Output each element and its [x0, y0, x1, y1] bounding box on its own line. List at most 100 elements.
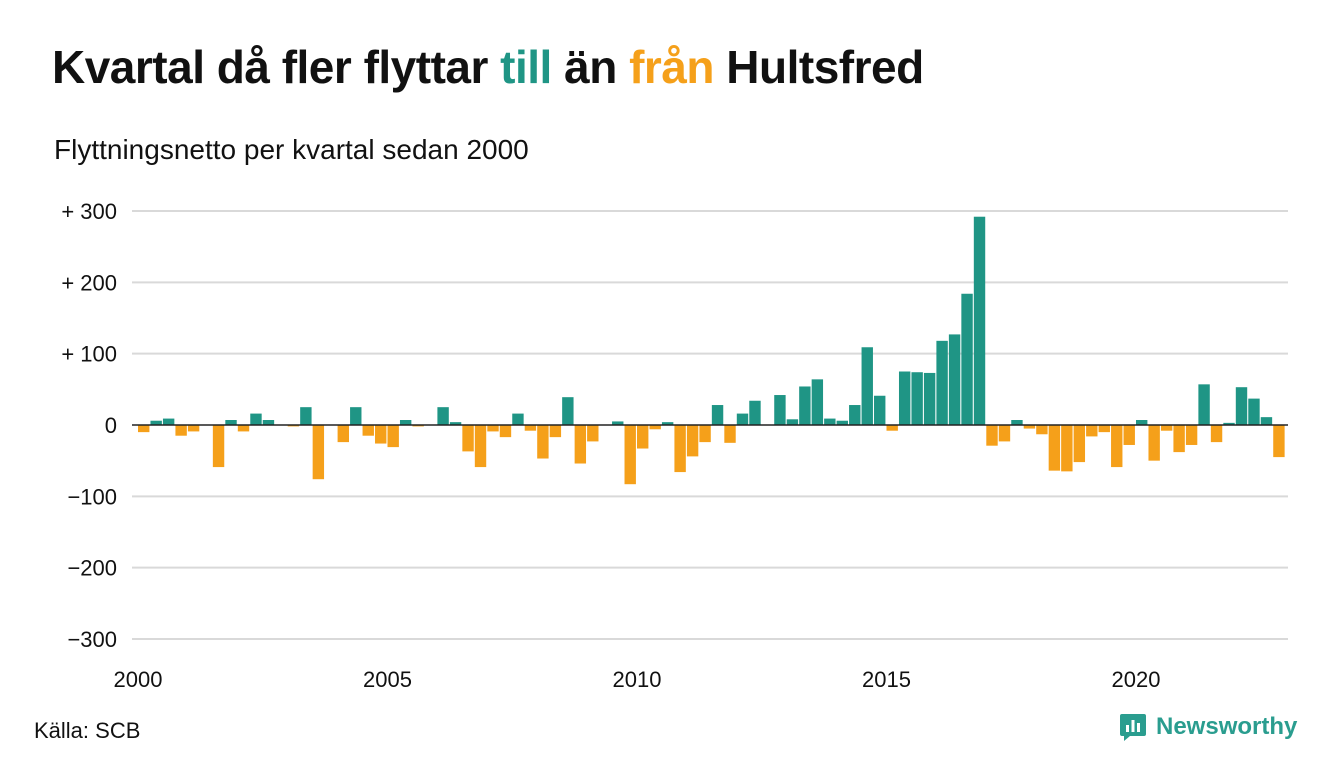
x-tick-label: 2005 — [363, 667, 412, 692]
x-tick-label: 2000 — [114, 667, 163, 692]
bar — [898, 371, 911, 425]
bar — [1023, 425, 1036, 429]
bar — [537, 425, 549, 459]
bar — [150, 420, 162, 425]
bar — [1086, 425, 1098, 437]
y-tick-label: −100 — [67, 484, 117, 509]
bar — [399, 420, 412, 425]
bar — [237, 425, 250, 432]
title-part2: än — [551, 41, 630, 93]
bar — [649, 425, 661, 430]
bar — [1123, 425, 1135, 445]
bar — [212, 425, 225, 468]
bar — [587, 425, 599, 442]
bar — [686, 425, 699, 457]
bar — [1210, 425, 1223, 443]
y-tick-label: + 300 — [61, 199, 117, 224]
y-tick-label: −200 — [67, 556, 117, 581]
bar — [1260, 417, 1273, 425]
bar — [624, 425, 636, 485]
title-part1: Kvartal då fler flyttar — [52, 41, 501, 93]
bar — [948, 334, 961, 425]
bar — [512, 413, 524, 425]
bar — [936, 340, 948, 425]
bar — [612, 421, 624, 425]
bar — [661, 422, 674, 425]
bar — [724, 425, 736, 443]
bar — [1136, 420, 1148, 425]
x-tick-label: 2010 — [613, 667, 662, 692]
bar — [1185, 425, 1198, 445]
y-tick-label: −300 — [67, 627, 117, 652]
bar — [711, 405, 724, 425]
bar — [911, 372, 923, 425]
bar — [674, 425, 686, 473]
x-tick-label: 2015 — [862, 667, 911, 692]
title-part3: Hultsfred — [714, 41, 924, 93]
source-note: Källa: SCB — [34, 718, 141, 743]
y-tick-label: 0 — [105, 413, 117, 438]
newsworthy-logo: Newsworthy — [1118, 712, 1297, 742]
bar — [973, 216, 986, 425]
bar — [986, 425, 998, 446]
bar — [1061, 425, 1073, 472]
title-till: till — [500, 41, 552, 93]
bar — [774, 395, 786, 425]
bars — [138, 216, 1285, 485]
bar — [574, 425, 587, 464]
bar — [1148, 425, 1160, 461]
bar — [824, 418, 836, 425]
bar — [961, 293, 973, 425]
bar — [524, 425, 537, 431]
bar — [1036, 425, 1048, 435]
bar — [1073, 425, 1086, 463]
bar — [1173, 425, 1185, 453]
bar — [262, 420, 275, 425]
bar — [637, 425, 649, 449]
bar — [1235, 387, 1248, 425]
brand-name: Newsworthy — [1156, 713, 1298, 740]
bar — [1048, 425, 1061, 471]
bar — [387, 425, 399, 448]
bar — [337, 425, 349, 443]
bar — [1248, 398, 1260, 425]
bar — [250, 413, 262, 425]
bar — [1223, 422, 1235, 425]
bar — [799, 386, 811, 425]
bar — [836, 420, 848, 425]
bar — [1160, 425, 1173, 431]
bar — [1111, 425, 1123, 468]
bar — [998, 425, 1011, 442]
bar — [849, 405, 861, 425]
bar — [462, 425, 474, 452]
bar — [449, 422, 462, 425]
title-fran: från — [629, 41, 714, 93]
bar — [474, 425, 487, 468]
bar — [749, 400, 761, 425]
bar — [886, 425, 898, 431]
x-tick-label: 2020 — [1112, 667, 1161, 692]
bar — [562, 397, 574, 425]
bar — [362, 425, 374, 436]
bar — [874, 395, 886, 425]
bar — [1098, 425, 1110, 433]
bar — [138, 425, 150, 433]
bar — [1273, 425, 1285, 458]
bar — [499, 425, 512, 438]
bar — [861, 347, 873, 425]
y-tick-label: + 100 — [61, 342, 117, 367]
x-axis: 2000 2005 2010 2015 2020 — [114, 667, 1161, 692]
bar — [225, 420, 237, 425]
chart-title: Kvartal då fler flyttar till än från Hul… — [52, 40, 924, 94]
bar — [375, 425, 387, 444]
y-axis: + 300 + 200 + 100 0 −100 −200 −300 — [61, 199, 117, 652]
bar — [312, 425, 325, 480]
bar — [811, 379, 824, 425]
bar — [699, 425, 711, 443]
bar — [923, 372, 936, 425]
bar — [162, 418, 175, 425]
bar — [736, 413, 749, 425]
bar — [350, 407, 362, 425]
bar — [175, 425, 187, 436]
y-tick-label: + 200 — [61, 270, 117, 295]
